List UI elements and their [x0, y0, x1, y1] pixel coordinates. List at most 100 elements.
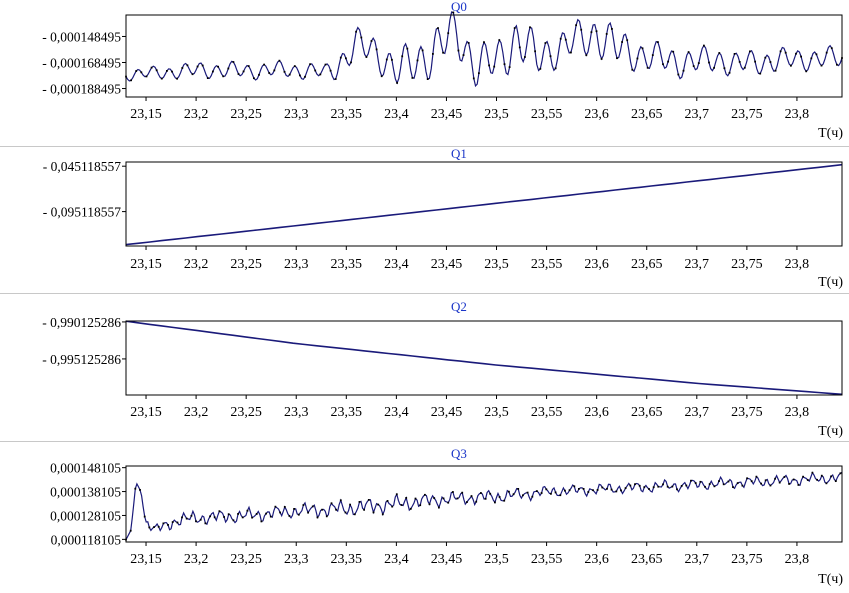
y-tick-label: - 0,000148495	[42, 29, 121, 44]
data-point	[488, 64, 490, 67]
series-line	[125, 471, 843, 540]
data-point	[135, 70, 138, 72]
data-point	[727, 480, 730, 483]
data-point	[260, 520, 263, 523]
data-point	[232, 519, 235, 522]
data-point	[662, 483, 664, 486]
data-point	[255, 513, 258, 515]
data-point	[206, 77, 209, 79]
data-point	[517, 488, 520, 490]
data-point	[592, 489, 594, 492]
data-point	[483, 41, 485, 44]
data-point	[148, 526, 151, 529]
data-point	[596, 489, 599, 491]
data-point	[743, 66, 746, 69]
data-point	[554, 67, 557, 70]
data-point	[736, 482, 739, 484]
data-point	[728, 71, 731, 74]
data-point	[621, 41, 623, 43]
x-tick-label: 23,15	[130, 552, 162, 567]
data-point	[319, 73, 322, 76]
data-point	[672, 50, 675, 53]
data-point	[544, 42, 547, 44]
data-point	[634, 483, 636, 486]
data-point	[213, 516, 216, 519]
data-point	[237, 513, 239, 515]
x-tick-label: 23,55	[531, 257, 563, 272]
x-tick-label: 23,25	[230, 107, 262, 122]
data-point	[304, 75, 306, 78]
data-point	[355, 30, 357, 33]
data-point	[718, 480, 720, 482]
series-group	[125, 163, 843, 246]
data-point	[467, 42, 470, 44]
x-tick-label: 23,7	[685, 107, 710, 122]
series-group	[125, 320, 843, 396]
x-axis-label: T(ч)	[818, 424, 843, 439]
chart-panel-q2: Q2 - 0,990125286 - 0,995125286 23,15 23,2 23,…	[0, 294, 849, 441]
data-point	[648, 488, 650, 490]
x-tick-label: 23,8	[785, 552, 810, 567]
data-point	[385, 58, 388, 61]
x-tick-label: 23,75	[731, 405, 763, 420]
data-point	[568, 489, 571, 492]
data-point	[699, 480, 702, 483]
data-point	[279, 511, 281, 514]
data-point	[452, 11, 455, 14]
data-point	[452, 491, 454, 493]
data-point	[722, 483, 725, 486]
data-point	[830, 475, 832, 478]
data-point	[764, 479, 767, 482]
data-point	[806, 479, 809, 481]
data-point	[288, 73, 291, 76]
data-point	[783, 476, 786, 478]
data-point	[508, 66, 511, 68]
data-point	[601, 486, 604, 489]
series-group	[125, 471, 843, 541]
data-point	[472, 77, 475, 80]
data-point	[692, 65, 695, 67]
data-point	[582, 488, 585, 490]
panel-separator	[0, 441, 849, 442]
data-point	[651, 54, 654, 56]
data-point	[381, 513, 384, 516]
data-point	[321, 508, 323, 511]
data-point	[774, 477, 776, 480]
data-point	[657, 485, 660, 488]
data-point	[299, 74, 301, 77]
data-point	[629, 484, 632, 487]
data-point	[550, 492, 552, 495]
data-point	[222, 75, 225, 78]
data-point	[792, 478, 795, 481]
data-point	[564, 489, 566, 492]
data-point	[508, 490, 510, 493]
chart-q3: Q3 0,000148105 0,000138105 0,000128105 0,000…	[50, 446, 843, 587]
data-point	[531, 495, 534, 498]
data-point	[370, 40, 373, 42]
data-point	[377, 503, 380, 506]
data-point	[836, 63, 838, 66]
data-point	[288, 515, 291, 517]
x-tick-label: 23,2	[184, 257, 209, 272]
data-point	[595, 30, 598, 33]
data-point	[723, 67, 726, 70]
data-point	[139, 489, 141, 491]
x-tick-label: 23,75	[731, 257, 763, 272]
x-tick-label: 23,55	[531, 107, 563, 122]
x-tick-label: 23,55	[531, 552, 563, 567]
data-point	[694, 482, 697, 484]
data-point	[462, 54, 465, 56]
data-point	[708, 61, 710, 64]
data-point	[784, 51, 787, 54]
data-point	[690, 479, 692, 482]
data-point	[217, 65, 219, 68]
data-point	[524, 56, 526, 58]
data-point	[432, 53, 434, 55]
data-point	[816, 478, 818, 481]
data-point	[345, 57, 347, 60]
x-tick-label: 23,35	[331, 405, 363, 420]
x-tick-label: 23,3	[284, 552, 309, 567]
data-point	[575, 24, 577, 27]
x-tick-label: 23,7	[685, 257, 710, 272]
data-point	[400, 504, 403, 506]
